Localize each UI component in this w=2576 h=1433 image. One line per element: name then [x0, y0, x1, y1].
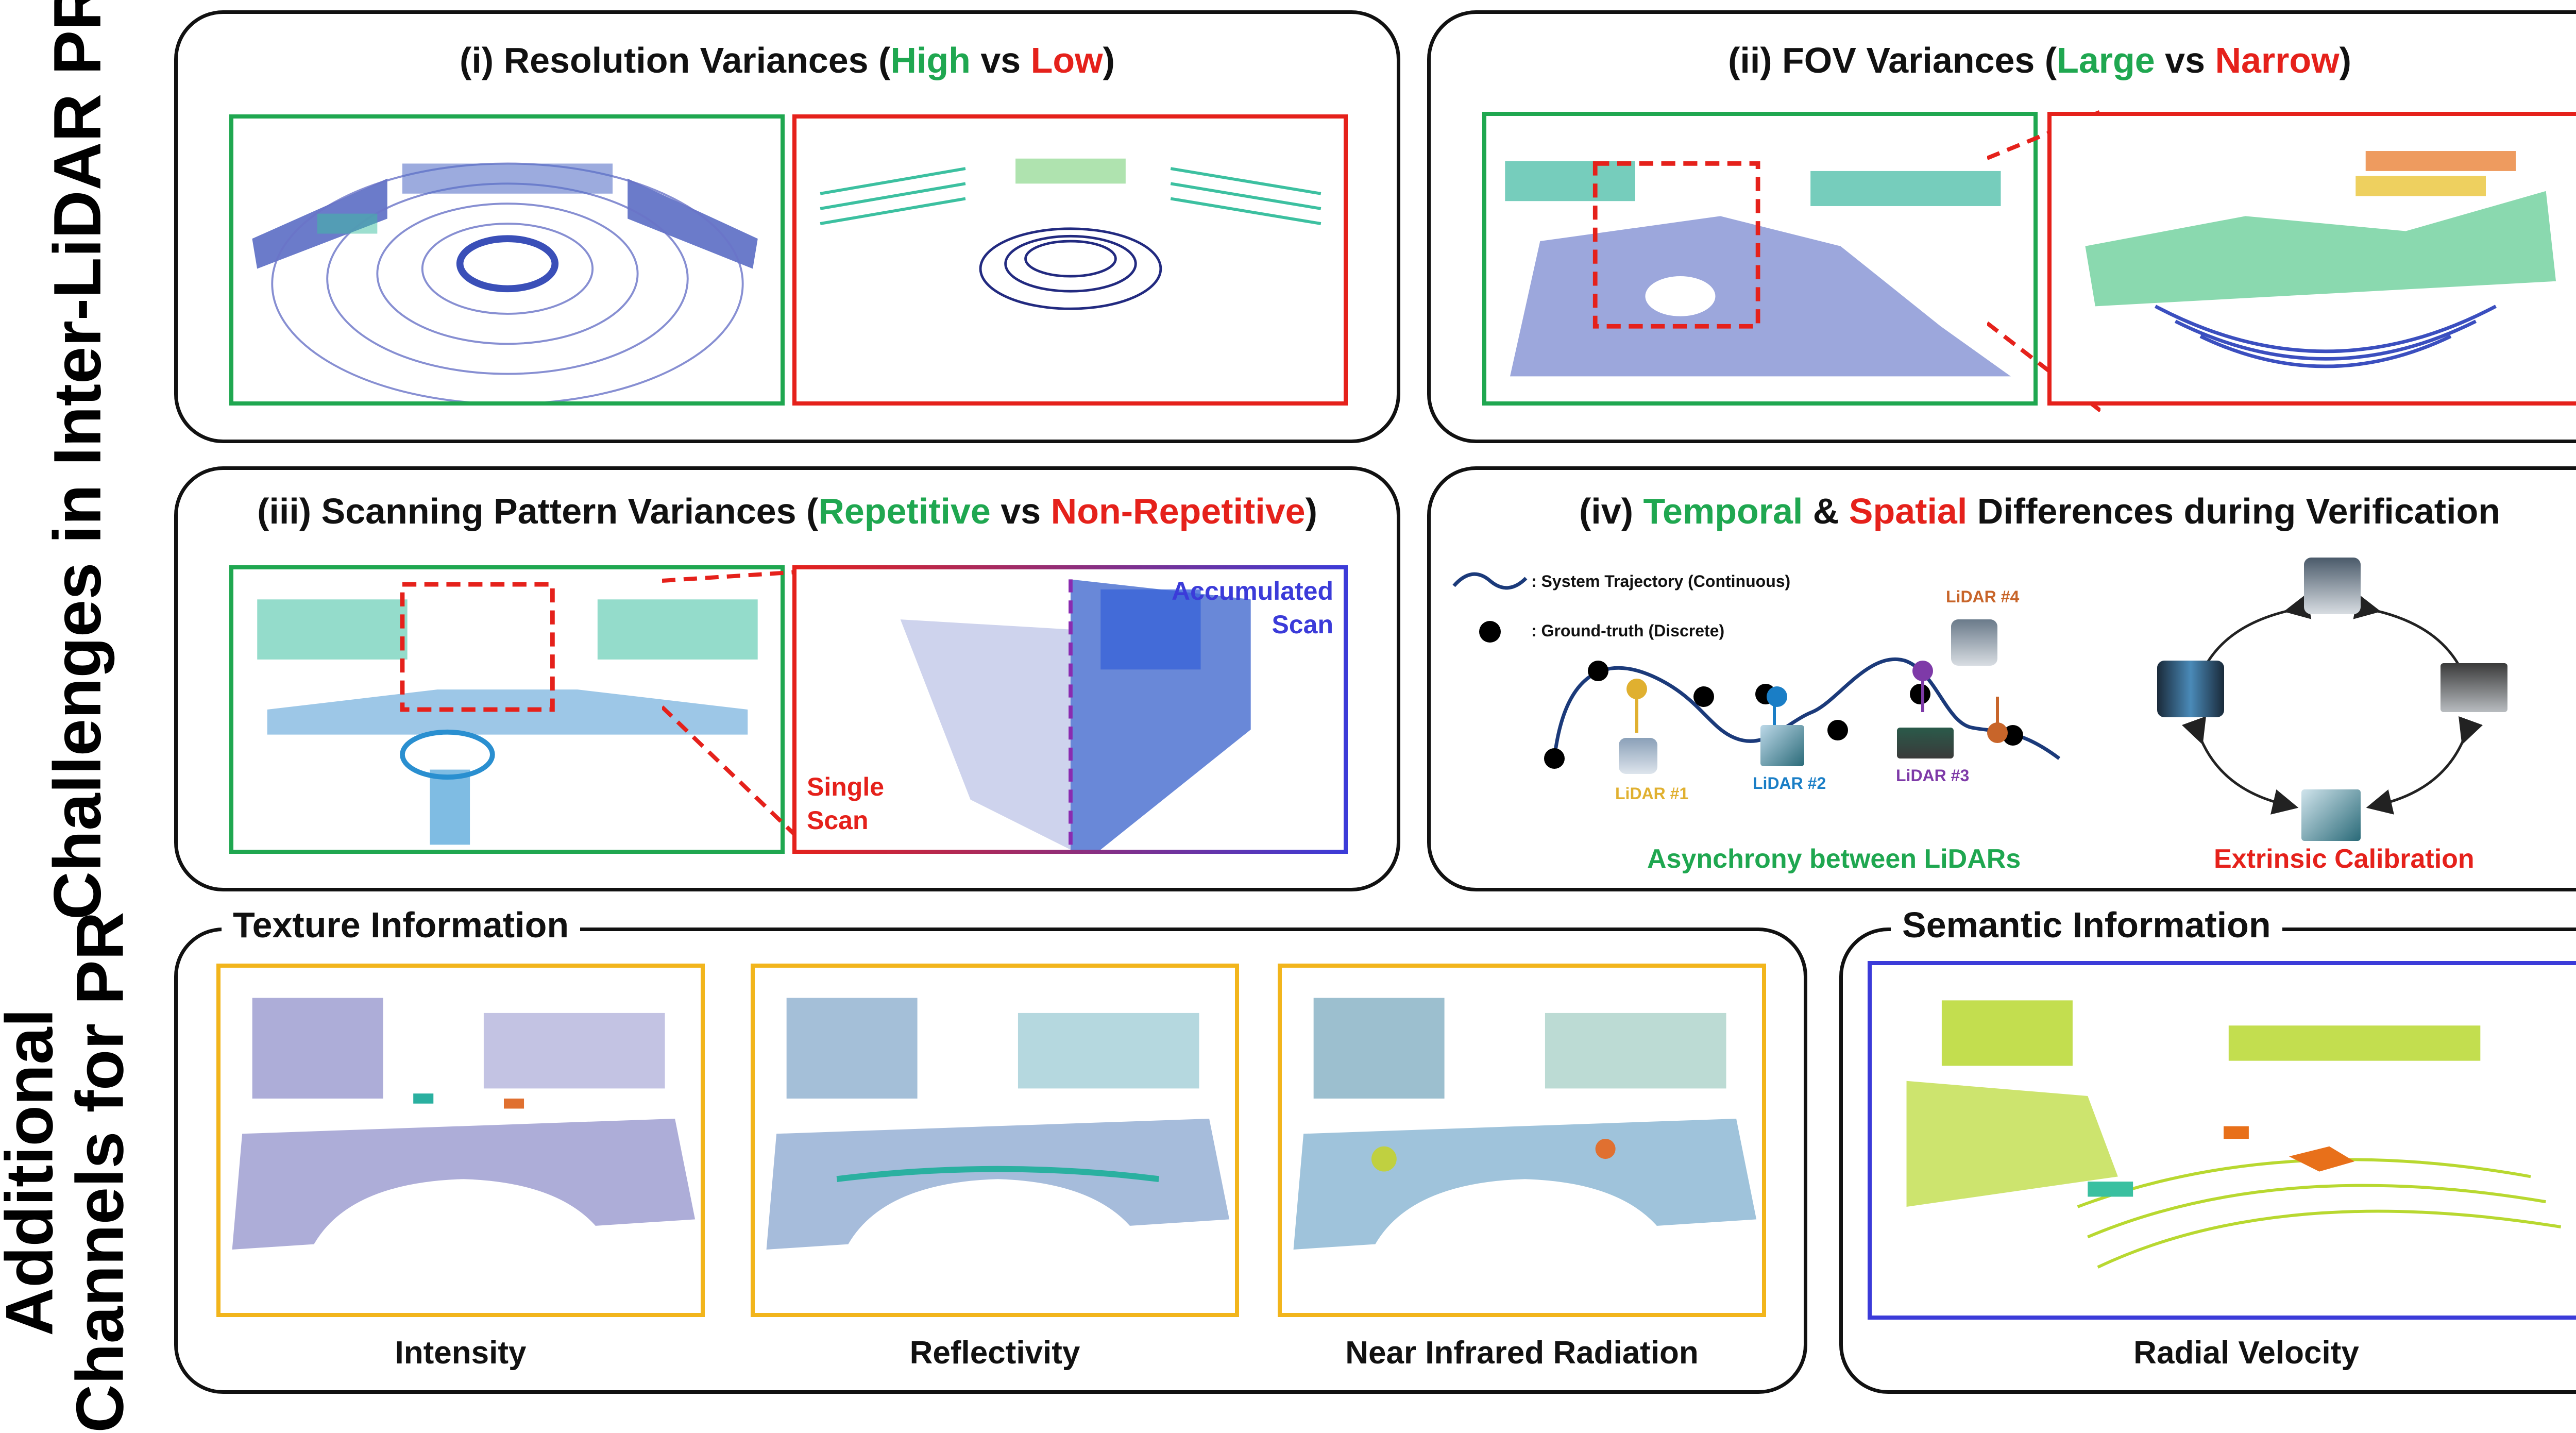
panel-resolution: (i) Resolution Variances (High vs Low)	[174, 10, 1400, 443]
pointcloud-reflectivity	[751, 964, 1239, 1317]
pointcloud-large-fov	[1482, 112, 2038, 406]
side-label-additional-line2: Channels for PR	[62, 912, 137, 1433]
lidar-1-sensor-icon	[1619, 738, 1657, 774]
semantic-information-title: Semantic Information	[1891, 904, 2282, 946]
caption-radial-velocity: Radial Velocity	[2133, 1335, 2359, 1371]
legend-groundtruth-text: : Ground-truth (Discrete)	[1531, 621, 1725, 640]
panel-temporal-spatial: (iv) Temporal & Spatial Differences duri…	[1427, 466, 2576, 891]
side-label-additional-line1: Additional	[0, 1008, 67, 1336]
lidar-2-label: LiDAR #2	[1753, 774, 1826, 793]
label-single-scan: Single Scan	[807, 772, 885, 835]
calib-lidar-top-icon	[2304, 558, 2361, 614]
label-accumulated-scan: Accumulated Scan	[1172, 577, 1333, 639]
lidar-2-sensor-icon	[1760, 725, 1804, 766]
caption-reflectivity: Reflectivity	[909, 1335, 1080, 1371]
panel-temporal-title: (iv) Temporal & Spatial Differences duri…	[1579, 491, 2500, 531]
calib-lidar-left-icon	[2157, 661, 2224, 717]
panel-fov-title: (ii) FOV Variances (Large vs Narrow)	[1728, 40, 2351, 80]
pointcloud-high-resolution	[229, 114, 785, 406]
lidar-3-label: LiDAR #3	[1896, 766, 1970, 785]
groundtruth-legend-icon	[1479, 621, 1501, 643]
caption-intensity: Intensity	[395, 1335, 527, 1371]
pointcloud-non-repetitive: Single Scan Accumulated Scan	[792, 565, 1348, 854]
pointcloud-radial-velocity	[1868, 961, 2576, 1320]
side-label-additional: Additional Channels for PR	[0, 912, 137, 1433]
panel-scanning-pattern: (iii) Scanning Pattern Variances (Repeti…	[174, 466, 1400, 891]
trajectory-legend-icon	[1452, 572, 1528, 590]
calib-lidar-right-icon	[2441, 663, 2507, 712]
lidar-4-label: LiDAR #4	[1946, 587, 2020, 606]
trajectory-diagram	[1544, 658, 2061, 769]
panel-resolution-title: (i) Resolution Variances (High vs Low)	[460, 40, 1115, 80]
pointcloud-intensity	[216, 964, 705, 1317]
pointcloud-low-resolution	[792, 114, 1348, 406]
legend-trajectory-text: : System Trajectory (Continuous)	[1531, 572, 1791, 591]
calib-lidar-bottom-icon	[2301, 789, 2361, 841]
scan-zoom-lines	[662, 568, 822, 837]
lidar-3-sensor-icon	[1897, 728, 1954, 758]
lidar-1-label: LiDAR #1	[1615, 784, 1689, 803]
lidar-4-sensor-icon	[1951, 619, 1997, 666]
caption-near-infrared: Near Infrared Radiation	[1345, 1335, 1699, 1371]
panel-fov: (ii) FOV Variances (Large vs Narrow)	[1427, 10, 2576, 443]
pointcloud-narrow-fov	[2047, 112, 2576, 406]
side-label-challenges: Challenges in Inter-LiDAR PR	[39, 0, 115, 920]
pointcloud-near-infrared	[1278, 964, 1766, 1317]
panel-scanning-title: (iii) Scanning Pattern Variances (Repeti…	[257, 491, 1317, 531]
asynchrony-caption: Asynchrony between LiDARs	[1647, 844, 2021, 874]
pointcloud-repetitive	[229, 565, 785, 854]
extrinsic-calibration-caption: Extrinsic Calibration	[2214, 844, 2475, 874]
texture-information-title: Texture Information	[222, 904, 581, 946]
